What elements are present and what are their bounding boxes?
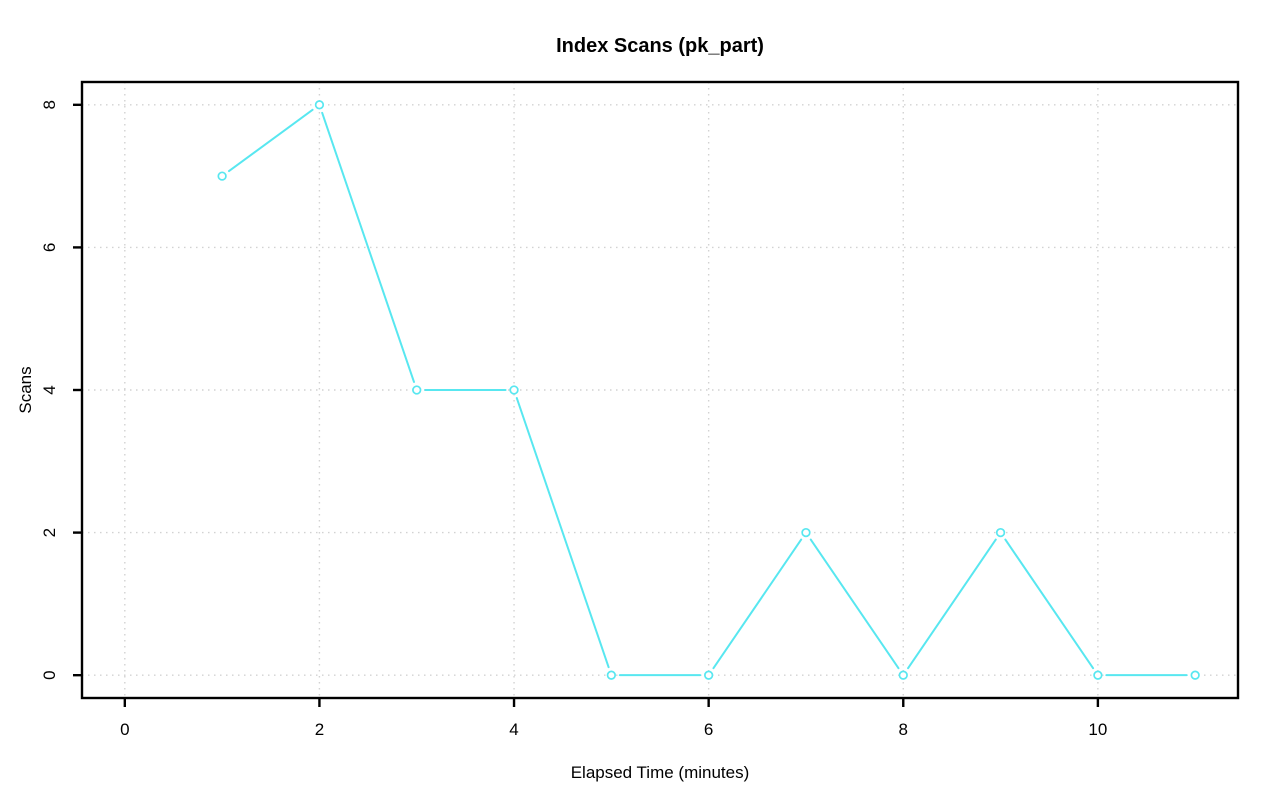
x-axis-tick-label: 8	[899, 720, 908, 739]
data-point-marker	[704, 670, 714, 680]
gridlines-layer	[82, 82, 1238, 698]
axes-layer: 0 2 4 6 8 10 0 2 4 6 8	[40, 80, 1240, 739]
data-point-marker	[801, 527, 811, 538]
x-axis-tick-label: 4	[509, 720, 518, 739]
series-line-segment	[515, 397, 610, 669]
data-series-layer	[217, 100, 1200, 680]
y-axis-tick-label: 2	[40, 528, 59, 537]
x-axis-tick-label: 6	[704, 720, 713, 739]
chart-title: Index Scans (pk_part)	[556, 35, 764, 57]
y-axis-tick-label: 0	[40, 670, 59, 679]
x-axis-tick-label: 10	[1088, 720, 1107, 739]
data-point-marker	[217, 171, 227, 181]
x-axis-title: Elapsed Time (minutes)	[571, 763, 750, 782]
x-axis-tick-label: 2	[315, 720, 324, 739]
data-point-marker	[412, 385, 422, 395]
plot-box	[80, 80, 1240, 700]
y-axis-title: Scans	[16, 366, 35, 413]
data-point-marker	[314, 100, 325, 110]
data-point-marker	[606, 670, 616, 680]
y-axis-tick-label: 8	[40, 100, 59, 109]
data-point-marker	[898, 670, 908, 680]
series-line-segment	[1004, 538, 1095, 670]
x-axis-tick-label: 0	[120, 720, 129, 739]
data-point-marker	[1093, 670, 1103, 680]
y-axis-tick-label: 6	[40, 243, 59, 252]
data-point-marker	[1190, 670, 1200, 680]
y-axis-tick-label: 4	[40, 385, 59, 394]
series-line-segment	[712, 538, 803, 670]
series-line-segment	[227, 108, 314, 173]
data-point-marker	[509, 385, 519, 395]
series-line-segment	[809, 538, 900, 670]
data-point-marker	[995, 527, 1006, 538]
series-line-segment	[321, 111, 415, 383]
series-line-segment	[907, 538, 997, 670]
